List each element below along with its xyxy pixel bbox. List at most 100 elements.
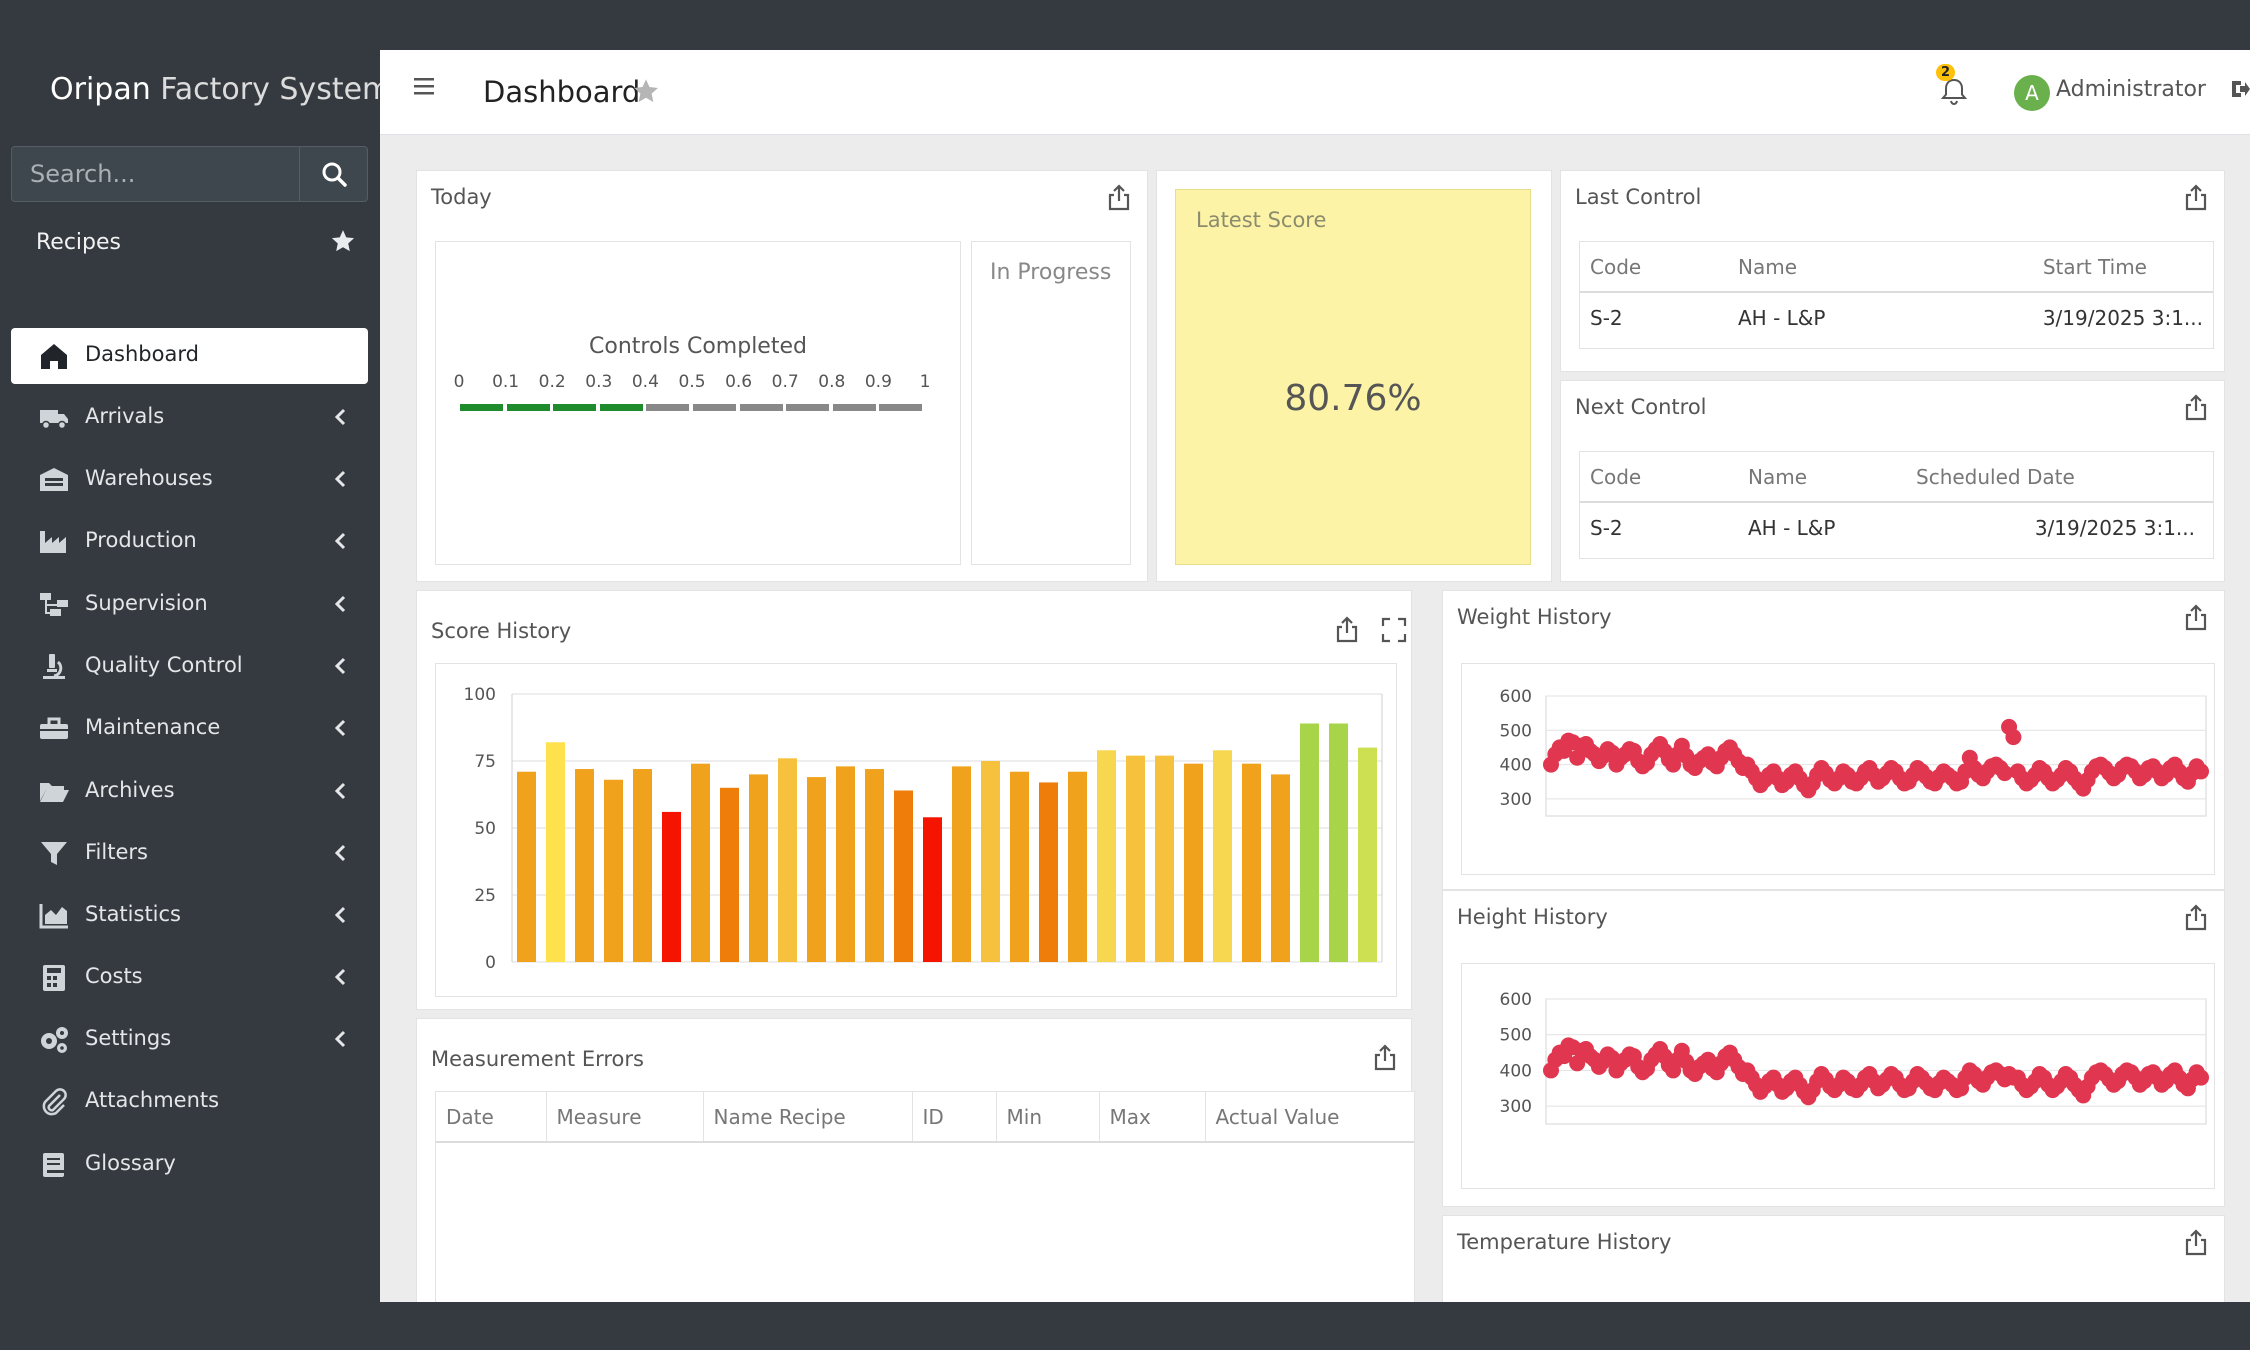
chevron-left-icon[interactable] <box>334 532 346 550</box>
score-bar[interactable] <box>1126 755 1145 962</box>
chevron-left-icon[interactable] <box>334 844 346 862</box>
column-header[interactable]: Code <box>1580 242 1728 293</box>
score-bar[interactable] <box>1300 723 1319 962</box>
data-point[interactable] <box>2193 763 2209 780</box>
column-header[interactable]: Name <box>1728 242 2033 293</box>
sidebar-item-filters[interactable]: Filters <box>11 826 368 882</box>
sidebar-item-quality-control[interactable]: Quality Control <box>11 639 368 695</box>
column-header[interactable]: Name <box>1738 452 1906 503</box>
table-row[interactable]: S-2 AH - L&P 3/19/2025 3:1... <box>1580 502 2213 552</box>
column-header[interactable]: Measure <box>545 1092 703 1143</box>
data-point[interactable] <box>2005 729 2022 746</box>
data-point[interactable] <box>1569 1055 1586 1072</box>
score-bar[interactable] <box>836 766 855 962</box>
share-icon[interactable] <box>2182 903 2210 931</box>
column-header[interactable]: ID <box>911 1092 996 1143</box>
sidebar-item-statistics[interactable]: Statistics <box>11 888 368 944</box>
recipes-section[interactable]: Recipes <box>36 230 356 255</box>
paperclip-icon <box>38 1088 70 1116</box>
score-bar[interactable] <box>1329 723 1348 962</box>
chevron-left-icon[interactable] <box>334 470 346 488</box>
sidebar-item-glossary[interactable]: Glossary <box>11 1137 368 1193</box>
height-history-card: Height History 300 400 500 600 <box>1442 890 2225 1207</box>
sidebar-item-archives[interactable]: Archives <box>11 764 368 820</box>
score-bar[interactable] <box>517 771 536 962</box>
share-icon[interactable] <box>2182 1228 2210 1256</box>
chevron-left-icon[interactable] <box>334 595 346 613</box>
chevron-left-icon[interactable] <box>334 1030 346 1048</box>
score-bar[interactable] <box>923 817 942 962</box>
avatar[interactable]: A <box>2014 75 2050 111</box>
score-bar[interactable] <box>633 769 652 962</box>
share-icon[interactable] <box>1371 1043 1399 1071</box>
column-header[interactable]: Start Time <box>2032 242 2213 293</box>
app-brand[interactable]: Oripan Factory System <box>50 72 391 107</box>
score-bar[interactable] <box>546 742 565 962</box>
chevron-left-icon[interactable] <box>334 968 346 986</box>
score-bar[interactable] <box>981 761 1000 962</box>
column-header[interactable]: Min <box>995 1092 1099 1143</box>
user-name[interactable]: Administrator <box>2056 77 2206 102</box>
sidebar-item-production[interactable]: Production <box>11 514 368 570</box>
score-bar[interactable] <box>1184 763 1203 962</box>
score-bar[interactable] <box>1068 771 1087 962</box>
expand-icon[interactable] <box>1381 617 1407 643</box>
column-header[interactable]: Code <box>1580 452 1738 503</box>
score-bar[interactable] <box>1213 750 1232 962</box>
table-row[interactable]: S-2 AH - L&P 3/19/2025 3:1... <box>1580 292 2213 342</box>
data-point[interactable] <box>2193 1069 2209 1086</box>
sidebar-item-attachments[interactable]: Attachments <box>11 1074 368 1130</box>
sidebar-item-warehouses[interactable]: Warehouses <box>11 452 368 508</box>
sidebar-item-supervision[interactable]: Supervision <box>11 577 368 633</box>
score-bar[interactable] <box>1242 763 1261 962</box>
score-bar[interactable] <box>1155 755 1174 962</box>
score-bar[interactable] <box>1039 782 1058 962</box>
score-bar[interactable] <box>865 769 884 962</box>
score-bar[interactable] <box>807 777 826 962</box>
score-bar[interactable] <box>952 766 971 962</box>
score-bar[interactable] <box>778 758 797 962</box>
column-header[interactable]: Max <box>1098 1092 1205 1143</box>
score-bar[interactable] <box>662 811 681 962</box>
share-icon[interactable] <box>2182 183 2210 211</box>
score-bar[interactable] <box>1010 771 1029 962</box>
score-bar[interactable] <box>691 763 710 962</box>
score-bar[interactable] <box>1358 747 1377 962</box>
toolbox-icon <box>38 715 70 743</box>
sidebar-item-settings[interactable]: Settings <box>11 1012 368 1068</box>
sidebar-item-dashboard[interactable]: Dashboard <box>11 328 368 384</box>
search-button[interactable] <box>299 147 367 201</box>
height-history-title: Height History <box>1457 905 1608 929</box>
chevron-left-icon[interactable] <box>334 657 346 675</box>
data-point[interactable] <box>1569 749 1586 766</box>
chevron-left-icon[interactable] <box>334 906 346 924</box>
score-bar[interactable] <box>749 774 768 962</box>
score-bar[interactable] <box>1271 774 1290 962</box>
score-bar[interactable] <box>894 790 913 962</box>
score-bar[interactable] <box>604 779 623 962</box>
chevron-left-icon[interactable] <box>334 782 346 800</box>
sidebar-item-costs[interactable]: Costs <box>11 950 368 1006</box>
share-icon[interactable] <box>2182 393 2210 421</box>
score-bar[interactable] <box>720 787 739 962</box>
share-icon[interactable] <box>1105 183 1133 211</box>
column-header[interactable]: Scheduled Date <box>1906 452 2213 503</box>
share-icon[interactable] <box>1333 615 1361 643</box>
chevron-left-icon[interactable] <box>334 408 346 426</box>
score-bar[interactable] <box>575 769 594 962</box>
sidebar-item-arrivals[interactable]: Arrivals <box>11 390 368 446</box>
column-header[interactable]: Name Recipe <box>702 1092 912 1143</box>
chevron-left-icon[interactable] <box>334 719 346 737</box>
column-header[interactable]: Actual Value <box>1204 1092 1414 1143</box>
data-point[interactable] <box>1996 765 2013 782</box>
search-input[interactable] <box>12 147 300 201</box>
sidebar-item-maintenance[interactable]: Maintenance <box>11 701 368 757</box>
hamburger-menu-icon[interactable] <box>414 78 436 96</box>
star-icon[interactable] <box>330 228 356 254</box>
favorite-star-icon[interactable] <box>632 77 660 105</box>
share-icon[interactable] <box>2182 603 2210 631</box>
score-bar[interactable] <box>1097 750 1116 962</box>
logout-icon[interactable] <box>2230 78 2250 100</box>
bell-icon[interactable] <box>1940 76 1968 106</box>
column-header[interactable]: Date <box>436 1092 546 1143</box>
